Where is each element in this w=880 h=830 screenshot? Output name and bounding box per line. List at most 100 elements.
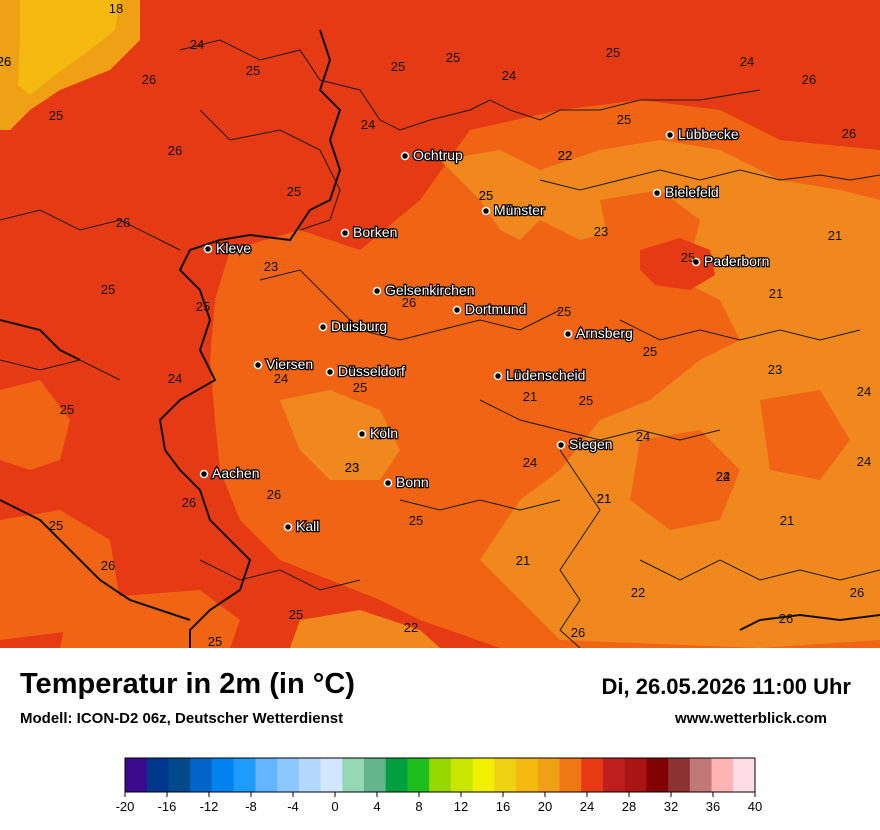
city-marker: Lüdenscheid [493, 366, 587, 384]
temp-value-label: 24 [857, 454, 871, 469]
temp-zone-24-inner [600, 190, 850, 530]
temp-value-label: 21 [769, 286, 783, 301]
city-dot [652, 188, 662, 198]
temp-value-label: 26 [116, 215, 130, 230]
city-label: Gelsenkirchen [385, 282, 475, 298]
city-marker: Bonn [383, 473, 430, 491]
temp-value-label: 21 [597, 491, 611, 506]
legend-color-box [668, 758, 691, 792]
temp-value-label: 25 [60, 402, 74, 417]
city-dot [340, 228, 350, 238]
city-label: Arnsberg [576, 325, 633, 341]
temp-value-label: 21 [523, 389, 537, 404]
temp-value-label: 21 [780, 513, 794, 528]
temp-value-label: 26 [842, 126, 856, 141]
temp-value-label: 23 [345, 460, 359, 475]
city-marker: Siegen [556, 435, 614, 453]
temp-value-label: 25 [643, 344, 657, 359]
legend-color-box [298, 758, 322, 792]
city-dot [383, 478, 393, 488]
legend-color-box [277, 758, 300, 792]
website-link[interactable]: www.wetterblick.com [675, 710, 827, 727]
footer: Temperatur in 2m (in °C) Modell: ICON-D2… [0, 648, 880, 830]
city-dot [563, 329, 573, 339]
city-dot [372, 286, 382, 296]
city-marker: Bielefeld [652, 183, 720, 201]
legend-tick-label: 4 [373, 799, 380, 814]
legend-color-box [689, 758, 713, 792]
temp-value-label: 26 [779, 611, 793, 626]
city-dot [357, 429, 367, 439]
temp-value-label: 25 [579, 393, 593, 408]
temp-value-label: 26 [0, 54, 11, 69]
temp-value-label: 25 [446, 50, 460, 65]
legend-tick-label: -12 [200, 799, 219, 814]
temp-zone-paderborn [640, 238, 715, 290]
temp-value-label: 25 [681, 250, 695, 265]
temp-value-label: 23 [768, 362, 782, 377]
city-marker: Borken [340, 223, 399, 241]
city-label: Kleve [216, 240, 251, 256]
city-dot [283, 522, 293, 532]
city-marker: Paderborn [691, 252, 771, 270]
temp-value-label: 26 [802, 72, 816, 87]
temp-value-label: 25 [617, 112, 631, 127]
legend-tick-label: 12 [454, 799, 468, 814]
country-border [0, 29, 880, 648]
legend-color-box [646, 758, 669, 792]
city-marker: Kleve [203, 239, 252, 257]
legend-color-box [190, 758, 213, 792]
temp-zone-18 [0, 0, 140, 130]
city-label: Ochtrup [413, 147, 463, 163]
city-dot [493, 371, 503, 381]
city-dot [665, 130, 675, 140]
temp-value-label: 23 [264, 259, 278, 274]
temp-value-label: 18 [109, 1, 123, 16]
temp-value-label: 26 [0, 54, 11, 69]
legend-tick-label: 32 [664, 799, 678, 814]
temp-value-label: 26 [402, 295, 416, 310]
temp-value-label: 26 [182, 495, 196, 510]
temp-value-label: 25 [479, 188, 493, 203]
city-label: Dortmund [465, 301, 526, 317]
legend-color-box [624, 758, 647, 792]
legend-color-box [516, 758, 539, 792]
legend-color-box [429, 758, 452, 792]
legend-tick-label: -16 [158, 799, 177, 814]
temp-value-label: 24 [502, 68, 516, 83]
city-label: Lübbecke [678, 126, 739, 142]
temp-value-label: 26 [101, 558, 115, 573]
city-marker: Gelsenkirchen [372, 281, 476, 299]
temp-zone-22 [280, 140, 880, 648]
temp-value-label: 26 [168, 143, 182, 158]
city-marker: Dortmund [452, 300, 528, 318]
city-label: Duisburg [331, 318, 387, 334]
city-label: Köln [370, 425, 398, 441]
temp-value-label: 22 [558, 148, 572, 163]
temp-value-label: 25 [287, 184, 301, 199]
legend-tick-label: 0 [331, 799, 338, 814]
region-borders [0, 39, 880, 648]
temp-value-label: 25 [196, 299, 210, 314]
temp-value-label: 24 [716, 469, 730, 484]
temp-value-label: 23 [594, 224, 608, 239]
forecast-datetime: Di, 26.05.2026 11:00 Uhr [601, 674, 852, 699]
temp-value-label: 25 [49, 518, 63, 533]
city-dot [253, 360, 263, 370]
city-dot [452, 305, 462, 315]
city-dot [199, 469, 209, 479]
temp-value-label: 25 [606, 45, 620, 60]
legend-tick-label: 40 [748, 799, 762, 814]
legend-color-box [125, 758, 148, 792]
map-title: Temperatur in 2m (in °C) [20, 668, 355, 700]
city-label: Aachen [212, 465, 259, 481]
legend-color-box [342, 758, 365, 792]
legend-color-box [211, 758, 235, 792]
city-layer: Ochtrup Lübbecke Bielefeld Münster Borken Kle… [199, 125, 771, 535]
temp-value-label: 26 [850, 585, 864, 600]
temp-value-label: 25 [289, 607, 303, 622]
city-label: Paderborn [704, 253, 769, 269]
city-label: Münster [494, 202, 545, 218]
city-marker: Ochtrup [400, 146, 464, 164]
city-label: Viersen [266, 356, 313, 372]
